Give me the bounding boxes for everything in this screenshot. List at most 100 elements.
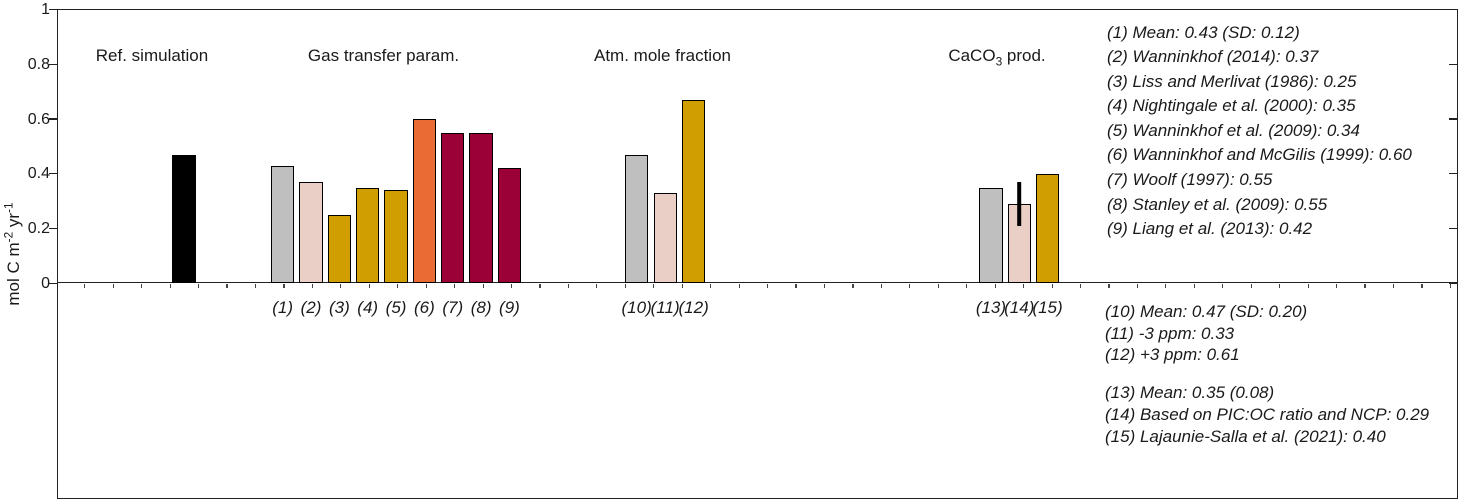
x-tick bbox=[112, 283, 114, 288]
group-title-text: Atm. mole fraction bbox=[594, 46, 731, 65]
y-tick bbox=[49, 8, 57, 11]
x-tick bbox=[795, 283, 797, 288]
x-tick bbox=[767, 283, 769, 288]
x-tick bbox=[454, 283, 456, 288]
legend-entry: (8) Stanley et al. (2009): 0.55 bbox=[1107, 194, 1328, 214]
x-tick bbox=[84, 283, 86, 288]
bar-label: (1) bbox=[272, 297, 294, 317]
legend-block-top-right: (1) Mean: 0.43 (SD: 0.12) (2) Wanninkhof … bbox=[1107, 21, 1412, 242]
y-tick-label: 0.4 bbox=[27, 165, 50, 183]
bar-label: (9) bbox=[499, 297, 520, 317]
y-tick-label: 0.2 bbox=[27, 220, 50, 238]
x-tick bbox=[567, 283, 570, 288]
y-tick-mirror bbox=[1449, 8, 1458, 11]
y-tick-label: 0.6 bbox=[27, 110, 50, 128]
bar-label: (3) bbox=[328, 297, 350, 317]
legend-entry: (10) Mean: 0.47 (SD: 0.20) bbox=[1105, 302, 1308, 321]
x-tick bbox=[283, 283, 285, 288]
y-axis-label-exponent: -1 bbox=[1, 202, 16, 213]
x-tick bbox=[1165, 283, 1167, 288]
legend-entry: (14) Based on PIC:OC ratio and NCP: 0.29 bbox=[1105, 404, 1430, 424]
x-tick bbox=[1307, 283, 1309, 288]
bar bbox=[271, 165, 295, 284]
y-tick bbox=[49, 118, 57, 120]
y-tick bbox=[49, 227, 57, 230]
y-tick-mirror bbox=[1449, 227, 1458, 230]
error-bar bbox=[1017, 182, 1022, 226]
x-tick bbox=[937, 283, 939, 288]
group-title-text: Gas transfer param. bbox=[307, 46, 460, 65]
x-tick bbox=[710, 283, 712, 288]
x-tick bbox=[539, 283, 541, 288]
x-tick bbox=[397, 283, 399, 288]
bar bbox=[1035, 173, 1060, 284]
bar-label: (6) bbox=[414, 297, 435, 317]
group-title-subscript: 3 bbox=[995, 54, 1003, 69]
x-tick bbox=[368, 283, 370, 288]
bar-label: (10) bbox=[621, 297, 652, 317]
bar-label: (4) bbox=[357, 297, 379, 317]
group-title: Atm. mole fraction bbox=[594, 46, 731, 66]
x-tick bbox=[1222, 283, 1224, 288]
x-tick bbox=[226, 283, 228, 288]
x-tick bbox=[823, 283, 826, 288]
y-tick bbox=[49, 282, 57, 285]
bar-label: (11) bbox=[650, 297, 680, 317]
x-tick bbox=[966, 283, 968, 288]
plot-border bbox=[57, 9, 1458, 499]
y-tick bbox=[49, 63, 57, 65]
legend-entry: (13) Mean: 0.35 (0.08) bbox=[1105, 383, 1275, 403]
y-tick-mirror bbox=[1449, 282, 1458, 285]
x-tick bbox=[510, 283, 513, 288]
legend-entry: (1) Mean: 0.43 (SD: 0.12) bbox=[1107, 22, 1300, 42]
group-title: Gas transfer param. bbox=[308, 46, 459, 66]
bar bbox=[625, 154, 649, 284]
x-tick bbox=[311, 283, 313, 288]
legend-entry: (3) Liss and Merlivat (1986): 0.25 bbox=[1107, 71, 1357, 91]
legend-entry: (15) Lajaunie-Salla et al. (2021): 0.40 bbox=[1105, 426, 1386, 446]
x-tick bbox=[1421, 283, 1423, 288]
bar bbox=[441, 132, 465, 284]
x-tick bbox=[1279, 283, 1281, 288]
group-title: Ref. simulation bbox=[96, 46, 208, 66]
x-tick bbox=[994, 283, 996, 288]
x-tick bbox=[254, 283, 257, 288]
bar bbox=[412, 119, 437, 284]
y-tick bbox=[49, 173, 57, 175]
y-tick-mirror bbox=[1449, 63, 1458, 65]
x-tick bbox=[482, 283, 484, 288]
bar bbox=[469, 132, 493, 284]
bar-label: (15) bbox=[1032, 297, 1063, 317]
bar bbox=[653, 192, 677, 284]
group-title-text: prod. bbox=[1002, 46, 1046, 65]
x-tick bbox=[169, 283, 171, 288]
x-tick bbox=[425, 283, 427, 288]
legend-entry: (11) -3 ppm: 0.33 bbox=[1105, 323, 1235, 343]
bar-label: (5) bbox=[385, 297, 407, 317]
legend-entry: (7) Woolf (1997): 0.55 bbox=[1107, 170, 1273, 190]
bar-label: (8) bbox=[470, 297, 492, 317]
legend-entry: (5) Wanninkhof et al. (2009): 0.34 bbox=[1107, 120, 1360, 140]
legend-entry: (12) +3 ppm: 0.61 bbox=[1105, 345, 1240, 365]
x-tick bbox=[681, 283, 683, 288]
x-tick bbox=[653, 283, 655, 288]
x-tick bbox=[738, 283, 740, 288]
x-tick bbox=[1449, 283, 1451, 288]
x-tick bbox=[340, 283, 342, 288]
x-tick bbox=[141, 283, 143, 288]
x-tick bbox=[1193, 283, 1195, 288]
bar bbox=[356, 187, 380, 284]
legend-paragraph-gap bbox=[1105, 366, 1429, 382]
y-tick-label: 1 bbox=[41, 0, 50, 18]
group-title-text: Ref. simulation bbox=[95, 46, 209, 65]
legend-entry: (4) Nightingale et al. (2000): 0.35 bbox=[1107, 96, 1356, 116]
bar bbox=[682, 99, 706, 284]
x-tick bbox=[1108, 283, 1110, 288]
x-tick bbox=[909, 283, 911, 288]
x-tick bbox=[198, 283, 200, 288]
y-tick-mirror bbox=[1449, 118, 1458, 120]
bar bbox=[497, 168, 522, 284]
x-axis-zero-line bbox=[57, 282, 1458, 284]
x-tick bbox=[1023, 283, 1025, 288]
